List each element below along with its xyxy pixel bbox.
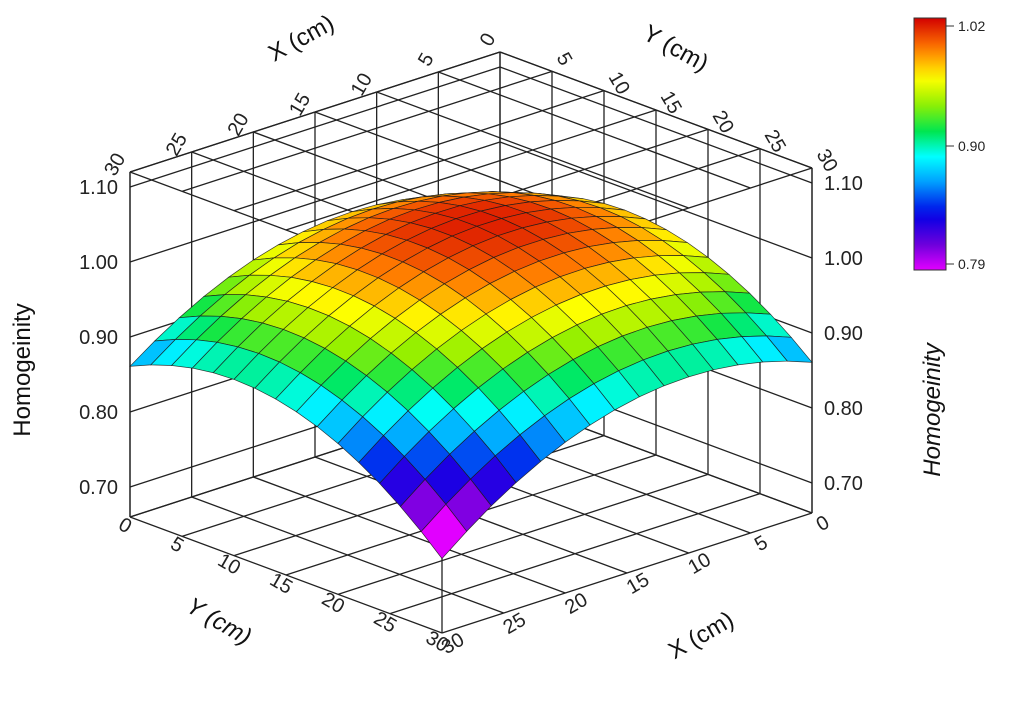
z-tick-label: 1.10 [824,173,863,195]
grid-line [389,493,761,615]
x-tick-label: 0 [813,511,834,536]
x-tick-label: 30 [100,150,130,180]
colorbar: 1.02 0.90 0.79 [913,17,985,272]
y-tick-label: 30 [812,146,842,176]
y-axis-title-top: Y (cm) [638,20,713,78]
z-tick-label: 1.00 [824,248,863,270]
x-tick-label: 25 [162,130,192,160]
x-tick-label: 5 [751,531,772,556]
y-tick-label: 10 [604,68,634,98]
y-tick-label: 5 [552,49,577,70]
colorbar-tick-label: 1.02 [958,18,985,34]
x-axis-title-bottom: X (cm) [664,606,739,665]
x-axis-title-top: X (cm) [264,10,339,68]
grid-line [499,141,813,259]
z-tick-label: 0.90 [79,327,118,349]
z-tick-label: 0.80 [79,402,118,424]
colorbar-gradient [913,17,947,271]
z-axis-title-left: Homogeinity [9,303,36,436]
x-tick-label: 15 [285,90,315,120]
y-tick-label: 15 [656,88,686,118]
surface-patch [420,503,468,560]
z-tick-label: 0.90 [824,323,863,345]
colorbar-tick-label: 0.79 [958,256,985,272]
grid-line [499,66,813,184]
z-tick-label: 0.80 [824,398,863,420]
y-tick-label: 20 [708,107,738,137]
z-axis-title-right: Homogeinity [919,341,946,476]
x-tick-label: 5 [414,50,439,71]
y-axis-title-bottom: Y (cm) [182,592,256,650]
y-tick-label: 25 [760,126,790,156]
z-tick-label: 0.70 [79,477,118,499]
x-tick-label: 20 [223,109,253,139]
grid-line [441,512,813,634]
z-tick-label: 0.70 [824,473,863,495]
surface-mesh [129,191,813,560]
x-tick-label: 0 [476,30,501,51]
z-tick-label: 1.00 [79,252,118,274]
grid-line [129,141,501,263]
grid-line [129,66,501,188]
z-tick-label: 1.10 [79,177,118,199]
y-tick-label: 5 [167,533,188,558]
grid-line [129,516,443,634]
colorbar-tick-label: 0.90 [958,138,985,154]
y-tick-label: 0 [115,513,136,538]
x-tick-label: 10 [347,70,377,100]
